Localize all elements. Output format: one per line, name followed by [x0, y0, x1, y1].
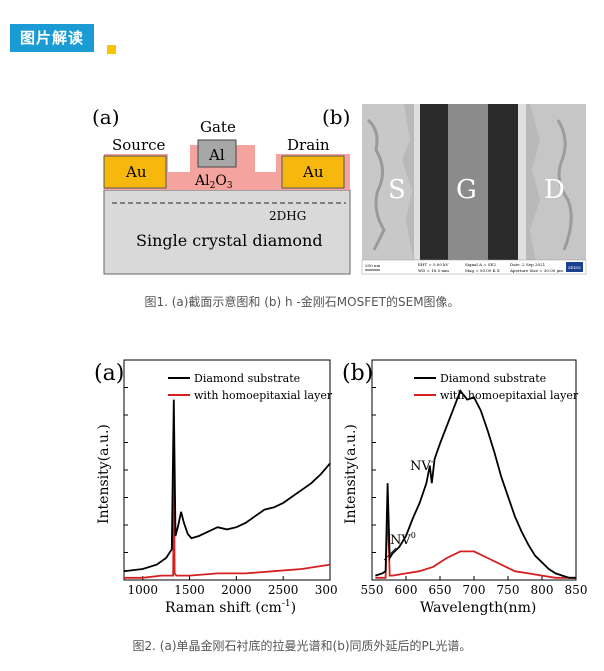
sem-source-letter: S [388, 175, 406, 205]
sem-info-2: WD = 18.5 mm [418, 268, 449, 273]
chart-b-xtick-label: 800 [531, 583, 554, 597]
chart-b-xtick-label: 700 [463, 583, 486, 597]
gate-metal [197, 139, 237, 168]
raman-spectrum-chart: (a) Diamond substrate with homoepitaxial… [94, 359, 338, 616]
figure2-caption: 图2. (a)单晶金刚石衬底的拉曼光谱和(b)同质外延后的PL光谱。 [132, 639, 472, 653]
chart-b-xlabel: Wavelength(nm) [420, 600, 536, 616]
chart-a-legend-0: Diamond substrate [194, 372, 300, 385]
chart-a-xtick-label: 3000 [315, 583, 338, 597]
chart-a-xtick-label: 1000 [127, 583, 158, 597]
sem-info-5: Date :2 Sep 2021 [510, 262, 545, 267]
chart-a-series-0-line [123, 399, 331, 573]
au-contact-right [281, 155, 345, 189]
zeiss-logo-text: ZEISS [568, 265, 581, 270]
chart-b-xtick-label: 650 [429, 583, 452, 597]
chart-b-xtick-label: 600 [395, 583, 418, 597]
au-right-label: Au [302, 163, 324, 181]
chart-b-series-0-line [375, 388, 576, 579]
chart-b-legend-0: Diamond substrate [440, 372, 546, 385]
chart-b-xtick-label: 750 [497, 583, 520, 597]
sem-gate-letter: G [456, 175, 477, 205]
source-label: Source [112, 136, 166, 154]
drain-label: Drain [287, 136, 330, 154]
channel-label: 2DHG [269, 209, 306, 223]
pl-spectrum-chart: (b) Diamond substrate with homoepitaxial… [342, 359, 588, 616]
chart-a-ylabel: Intensity(a.u.) [96, 424, 112, 524]
sem-dark-gap-left [418, 104, 448, 264]
section-tag: 图片解读 [10, 24, 95, 52]
chart-b-ylabel: Intensity(a.u.) [343, 424, 359, 524]
chart-a-xtick-label: 2000 [221, 583, 252, 597]
au-left-label: Au [125, 163, 147, 181]
sem-scale: 200 nm [365, 263, 380, 268]
gate-label: Gate [200, 118, 236, 136]
chart-a-xlabel: Raman shift (cm-1) [165, 599, 296, 616]
chart-a-series-1-line [124, 443, 331, 579]
fig1a-label: (a) [92, 105, 120, 129]
sem-info-1: EHT = 5.00 kV [418, 262, 449, 267]
fig1-cross-section: (a) Source Gate Drain 2DHG Single crysta… [92, 105, 351, 275]
sem-drain-letter: D [544, 175, 565, 205]
chart-b-panel-label: (b) [342, 361, 373, 386]
sem-info-6: Aperture Size = 30.00 μm [509, 268, 563, 273]
chart-a-legend-1: with homoepitaxial layer [194, 389, 333, 402]
sem-dark-gap-right [488, 104, 520, 264]
tag-accent-square [107, 45, 116, 54]
substrate-label: Single crystal diamond [136, 231, 323, 250]
zeiss-logo [566, 262, 583, 272]
chart-a-xtick-label: 1500 [174, 583, 205, 597]
chart-b-xtick-label: 850 [565, 583, 588, 597]
sem-gate-strip [448, 104, 488, 264]
oxide-label: Al2O3 [194, 173, 233, 191]
figure1-caption: 图1. (a)截面示意图和 (b) h -金刚石MOSFET的SEM图像。 [144, 295, 460, 309]
nv-minus-annotation: NV- [410, 457, 434, 474]
au-contact-left [103, 155, 167, 189]
sem-left-texture [362, 104, 414, 264]
chart-b-xtick-label: 550 [361, 583, 384, 597]
sem-info-4: Mag = 50.00 K X [465, 268, 500, 273]
fig1b-label: (b) [322, 105, 350, 129]
gate-metal-label: Al [208, 146, 225, 164]
sem-info-3: Signal A = SE2 [465, 262, 497, 267]
sem-info-bar [361, 259, 587, 275]
substrate-layer [103, 189, 351, 275]
chart-a-xtick-label: 2500 [268, 583, 299, 597]
chart-a-panel-label: (a) [94, 361, 124, 386]
fig1-sem-image: (b) S G D 200 nm EHT = 5.00 kV WD = 18.5… [322, 104, 587, 275]
